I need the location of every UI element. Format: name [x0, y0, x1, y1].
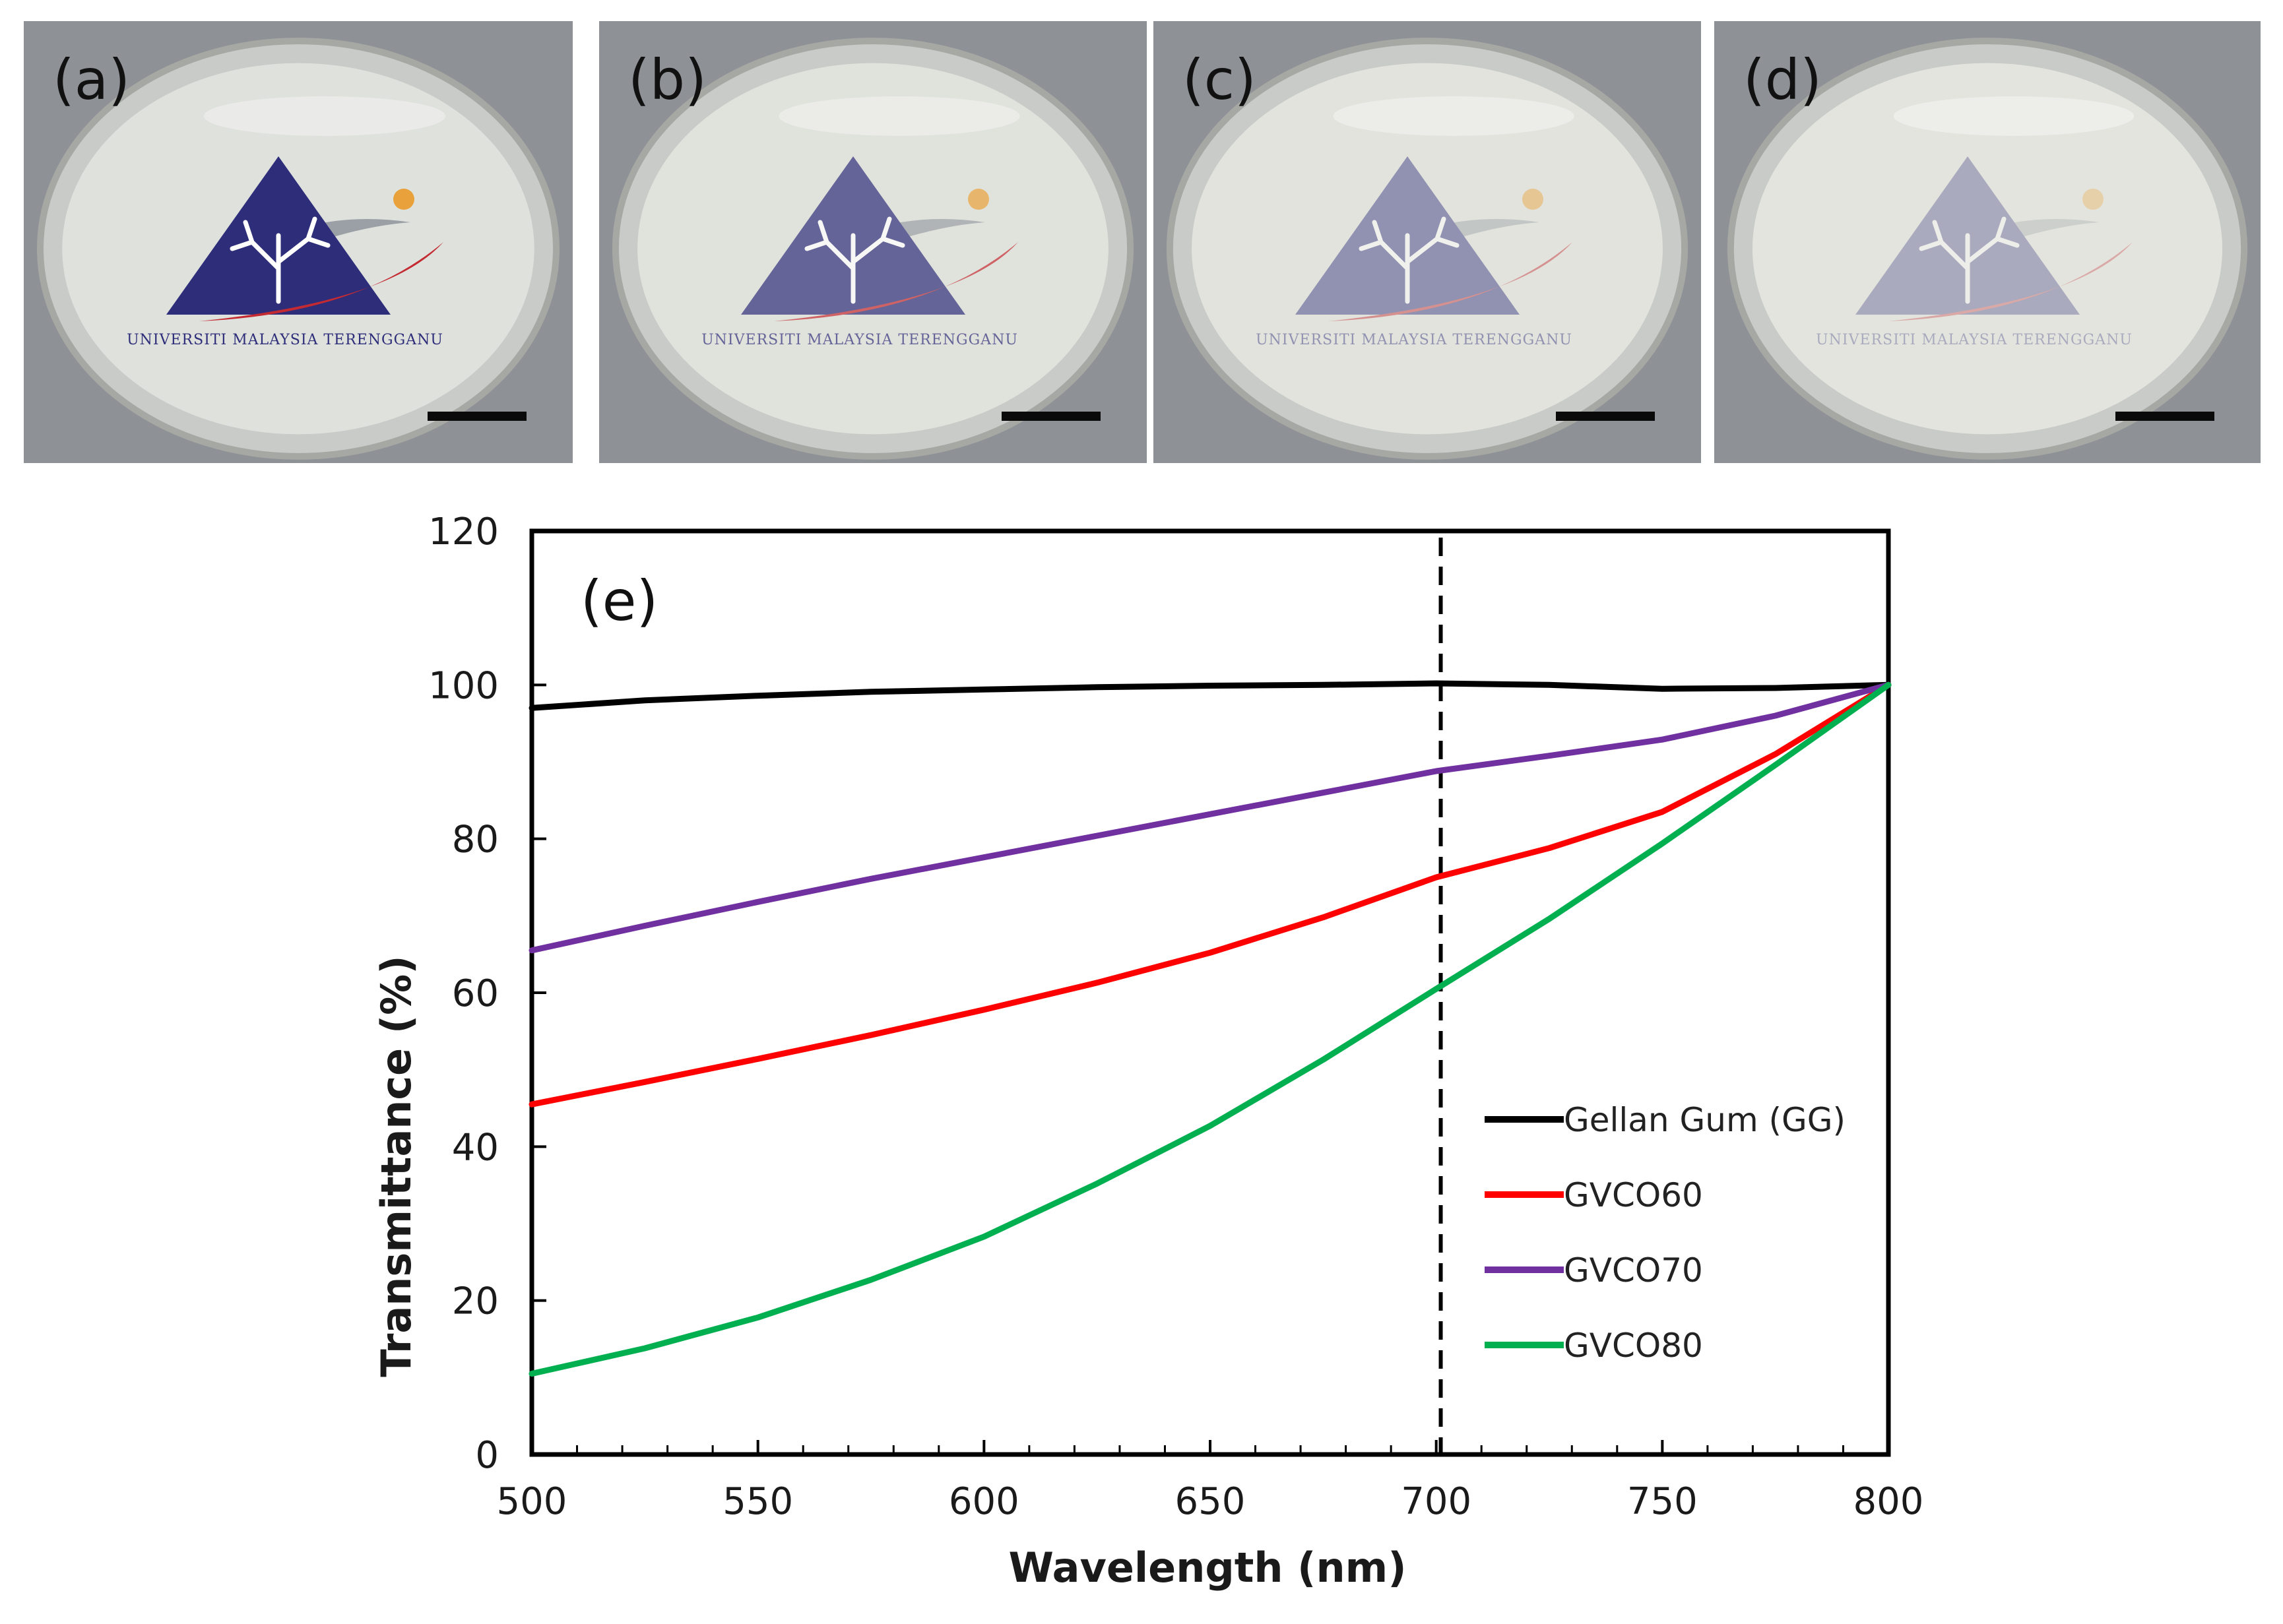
glare [779, 96, 1020, 136]
logo-coral [230, 216, 331, 304]
y-tick-label: 20 [452, 1280, 499, 1323]
photo-panel-b: UNIVERSITI MALAYSIA TERENGGANU (b) [599, 21, 1147, 463]
panel-label-c: (c) [1182, 47, 1256, 112]
y-tick-label: 40 [452, 1126, 499, 1169]
x-tick-label: 500 [497, 1480, 567, 1523]
series-line-gvco80 [529, 681, 1892, 1377]
legend: Gellan Gum (GG) GVCO60 GVCO70 GVCO80 [1485, 1101, 1846, 1365]
legend-label: Gellan Gum (GG) [1564, 1101, 1846, 1139]
logo-sun [968, 189, 989, 210]
y-tick-label: 80 [452, 819, 499, 861]
tick-group: 500 550 600 650 700 750 800 0 20 40 60 80 100 120 [428, 511, 1923, 1523]
series-line-gvco60 [529, 681, 1892, 1108]
glare [203, 96, 446, 136]
scale-bar [2115, 412, 2214, 421]
petri-dish-photo: UNIVERSITI MALAYSIA TERENGGANU [599, 21, 1147, 463]
x-tick-label: 600 [949, 1480, 1019, 1523]
y-tick-label: 0 [475, 1434, 499, 1477]
legend-label: GVCO60 [1564, 1176, 1703, 1214]
series-line-gellan-gum-gg [529, 680, 1892, 711]
scale-bar [428, 412, 527, 421]
logo-sun [393, 189, 414, 210]
photo-panel-a: UNIVERSITI MALAYSIA TERENGGANU (a) [24, 21, 573, 463]
logo-text: UNIVERSITI MALAYSIA TERENGGANU [701, 332, 1018, 348]
photo-panel-c: UNIVERSITI MALAYSIA TERENGGANU (c) [1153, 21, 1701, 463]
panel-label-e: (e) [581, 569, 658, 633]
film-haze [637, 63, 1109, 435]
x-tick-label: 700 [1401, 1480, 1471, 1523]
logo-text: UNIVERSITI MALAYSIA TERENGGANU [127, 332, 443, 348]
petri-dish-photo: UNIVERSITI MALAYSIA TERENGGANU [24, 21, 573, 463]
x-tick-label: 750 [1627, 1480, 1698, 1523]
film-haze [1752, 63, 2223, 435]
photo-panel-d: UNIVERSITI MALAYSIA TERENGGANU (d) [1714, 21, 2261, 463]
x-tick-label: 800 [1853, 1480, 1924, 1523]
y-tick-label: 120 [428, 511, 499, 553]
y-axis-title: Transmittance (%) [372, 955, 420, 1377]
y-tick-label: 100 [428, 664, 499, 707]
legend-label: GVCO80 [1564, 1327, 1703, 1365]
series-group [529, 680, 1892, 1377]
petri-dish-photo: UNIVERSITI MALAYSIA TERENGGANU [1153, 21, 1701, 463]
x-tick-label: 550 [723, 1480, 793, 1523]
panel-label-a: (a) [53, 47, 131, 112]
panel-label-d: (d) [1743, 47, 1822, 112]
glare [1893, 96, 2135, 136]
film-haze [1192, 63, 1663, 435]
university-logo: UNIVERSITI MALAYSIA TERENGGANU [127, 156, 443, 348]
logo-coral [804, 216, 905, 304]
plot-area-border [529, 528, 1891, 1457]
scale-bar [1002, 412, 1101, 421]
series-line-gvco70 [529, 681, 1892, 954]
x-tick-label: 650 [1175, 1480, 1246, 1523]
glare [1333, 96, 1574, 136]
x-axis-title: Wavelength (nm) [1008, 1544, 1406, 1592]
university-logo: UNIVERSITI MALAYSIA TERENGGANU [701, 156, 1018, 348]
y-tick-label: 60 [452, 972, 499, 1015]
panel-label-b: (b) [628, 47, 707, 112]
chart-frame [529, 528, 1891, 1457]
scale-bar [1556, 412, 1655, 421]
legend-label: GVCO70 [1564, 1251, 1703, 1290]
petri-dish-photo: UNIVERSITI MALAYSIA TERENGGANU [1714, 21, 2261, 463]
